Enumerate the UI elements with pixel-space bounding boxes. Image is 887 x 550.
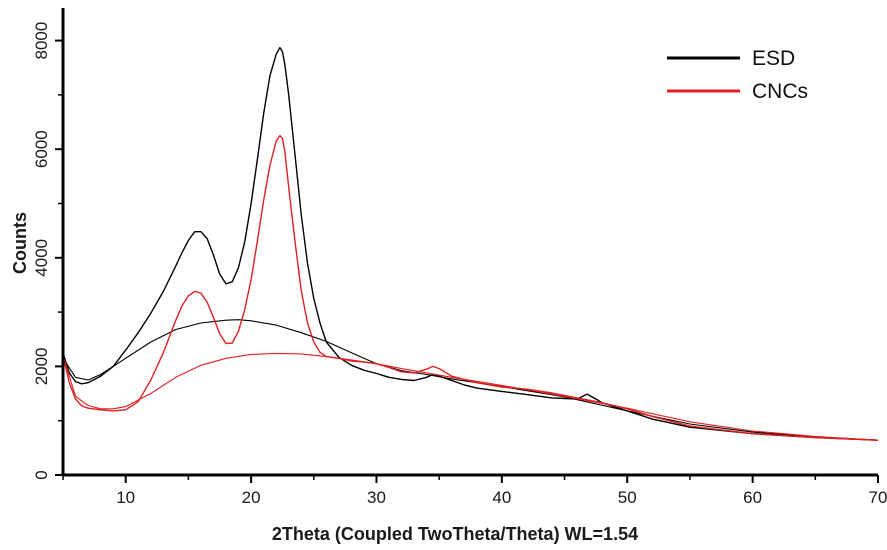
- series-line-cncs: [62, 134, 879, 441]
- x-tick-label: 70: [869, 488, 887, 507]
- series-line-esd: [62, 46, 879, 441]
- axes: [61, 8, 878, 477]
- x-tick-label: 20: [242, 488, 261, 507]
- y-tick-label: 0: [32, 470, 51, 479]
- legend-label-cncs: CNCs: [752, 80, 808, 103]
- y-tick-label: 8000: [32, 22, 51, 60]
- series-line-cncs-baseline: [62, 352, 879, 441]
- y-tick-label: 2000: [32, 347, 51, 385]
- legend-label-esd: ESD: [752, 47, 795, 70]
- x-tick-label: 50: [618, 488, 637, 507]
- series-line-esd-baseline: [62, 319, 879, 441]
- legend: ESD CNCs: [667, 47, 808, 103]
- y-axis-title: Counts: [10, 212, 30, 274]
- x-tick-label: 10: [116, 488, 135, 507]
- y-tick-label: 4000: [32, 239, 51, 277]
- x-tick-label: 60: [743, 488, 762, 507]
- x-axis-title: 2Theta (Coupled TwoTheta/Theta) WL=1.54: [272, 524, 638, 544]
- plot-area: [62, 46, 879, 441]
- axis-tick-labels: 10 20 30 40 50 60 70 0 2000 4000 6000 8000: [32, 22, 887, 507]
- y-tick-label: 6000: [32, 130, 51, 168]
- x-tick-label: 40: [492, 488, 511, 507]
- x-tick-label: 30: [367, 488, 386, 507]
- axis-ticks: [55, 39, 879, 483]
